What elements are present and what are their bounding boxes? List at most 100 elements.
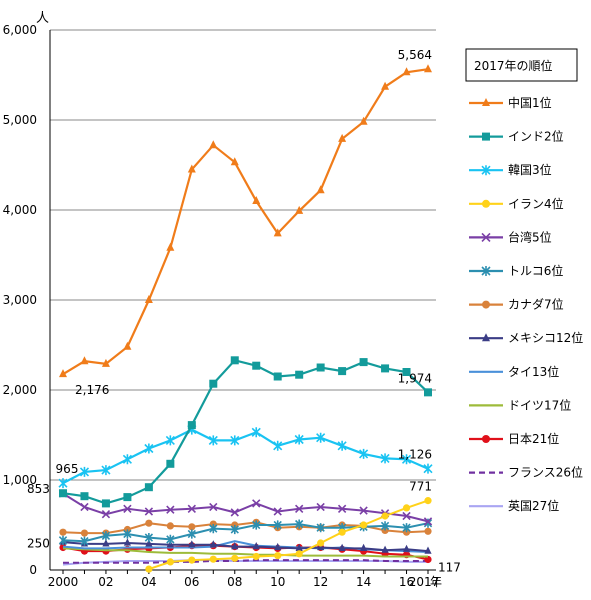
legend-label: 日本21位 bbox=[508, 431, 559, 446]
data-point bbox=[231, 554, 239, 562]
data-point bbox=[381, 545, 389, 553]
y-tick-label: 3,000 bbox=[3, 293, 37, 307]
data-point bbox=[252, 520, 261, 530]
x-tick-label: 14 bbox=[356, 575, 371, 589]
data-point bbox=[295, 504, 304, 513]
data-point bbox=[273, 507, 282, 516]
data-point bbox=[338, 543, 346, 551]
data-point bbox=[59, 489, 67, 498]
data-point bbox=[295, 370, 304, 379]
data-point bbox=[101, 465, 111, 476]
data-point bbox=[337, 504, 347, 513]
data-point bbox=[165, 435, 175, 446]
data-point bbox=[359, 448, 369, 459]
data-point bbox=[187, 421, 196, 430]
data-point bbox=[230, 356, 239, 365]
x-tick-label: 06 bbox=[184, 575, 199, 589]
data-point bbox=[359, 116, 368, 125]
data-point bbox=[482, 98, 490, 106]
legend-item: カナダ7位 bbox=[469, 297, 564, 312]
data-point bbox=[423, 463, 433, 474]
x-tick-label: 04 bbox=[141, 575, 156, 589]
data-point bbox=[101, 499, 110, 508]
y-tick-label: 5,000 bbox=[3, 113, 37, 127]
data-point bbox=[359, 543, 368, 551]
data-point bbox=[381, 364, 390, 373]
data-point bbox=[231, 542, 239, 550]
legend-label: 台湾5位 bbox=[508, 229, 552, 244]
data-point bbox=[295, 519, 304, 529]
data-point bbox=[123, 504, 132, 513]
data-point bbox=[101, 531, 111, 541]
data-point bbox=[209, 540, 217, 548]
data-point bbox=[145, 539, 153, 547]
x-tick-label: 08 bbox=[227, 575, 242, 589]
data-point bbox=[482, 132, 490, 141]
data-point bbox=[338, 367, 347, 376]
legend-label: カナダ7位 bbox=[508, 297, 564, 312]
data-point bbox=[166, 242, 175, 251]
data-point bbox=[402, 523, 411, 533]
series-line bbox=[62, 68, 429, 376]
data-point bbox=[252, 361, 261, 370]
legend-title: 2017年の順位 bbox=[474, 58, 553, 73]
axes: 0 1,000 2,000 3,000 4,000 5,000 6,000 2000 02 04 0… bbox=[3, 23, 440, 589]
data-label: 965 bbox=[56, 462, 79, 476]
x-tick-label: 02 bbox=[98, 575, 113, 589]
data-point bbox=[424, 546, 432, 554]
data-point bbox=[482, 300, 490, 309]
data-point bbox=[144, 483, 153, 492]
data-point bbox=[144, 443, 154, 454]
y-tick-label: 4,000 bbox=[3, 203, 37, 217]
data-point bbox=[101, 358, 110, 367]
data-point bbox=[424, 388, 432, 397]
legend-title-box bbox=[465, 48, 578, 82]
data-point bbox=[123, 493, 132, 502]
data-point bbox=[144, 507, 154, 516]
data-point bbox=[230, 524, 239, 535]
legend-label: インド2位 bbox=[508, 129, 564, 144]
legend-item: イラン4位 bbox=[469, 196, 564, 211]
legend-item: メキシコ12位 bbox=[469, 330, 583, 345]
legend-label: タイ13位 bbox=[508, 364, 559, 379]
x-tick-label: 2000 bbox=[48, 575, 79, 589]
data-point bbox=[144, 533, 154, 543]
data-point bbox=[274, 552, 282, 560]
data-point bbox=[481, 165, 491, 176]
data-point bbox=[338, 528, 346, 536]
data-point bbox=[359, 506, 368, 515]
data-point bbox=[79, 466, 90, 477]
data-point bbox=[122, 454, 132, 465]
legend-item: 中国1位 bbox=[469, 95, 552, 110]
legend-item: 英国27位 bbox=[469, 498, 559, 513]
data-point bbox=[481, 232, 491, 242]
data-point bbox=[424, 497, 432, 505]
y-tick-label: 0 bbox=[29, 563, 37, 577]
data-point bbox=[381, 81, 390, 90]
legend-item: 台湾5位 bbox=[469, 229, 552, 244]
data-point bbox=[482, 199, 490, 208]
data-point bbox=[80, 502, 89, 512]
data-point bbox=[80, 529, 89, 537]
series-line bbox=[62, 492, 429, 523]
data-point bbox=[58, 535, 68, 545]
data-point bbox=[209, 555, 217, 563]
series-line bbox=[63, 559, 428, 564]
x-tick-label: 2017 bbox=[409, 575, 440, 589]
series-6 bbox=[58, 518, 433, 546]
data-point bbox=[188, 556, 196, 564]
y-tick-label: 6,000 bbox=[3, 23, 37, 37]
series-10 bbox=[62, 547, 428, 558]
data-point bbox=[59, 369, 67, 378]
series-line bbox=[62, 547, 428, 558]
series-line bbox=[62, 541, 429, 553]
data-point bbox=[251, 427, 261, 438]
data-point bbox=[145, 519, 153, 527]
x-tick-label: 16 bbox=[399, 575, 414, 589]
legend-label: トルコ6位 bbox=[508, 263, 563, 278]
series-2 bbox=[59, 356, 432, 508]
data-point bbox=[380, 521, 390, 531]
series-4 bbox=[145, 497, 432, 573]
data-point bbox=[316, 363, 325, 372]
data-point bbox=[188, 540, 196, 548]
